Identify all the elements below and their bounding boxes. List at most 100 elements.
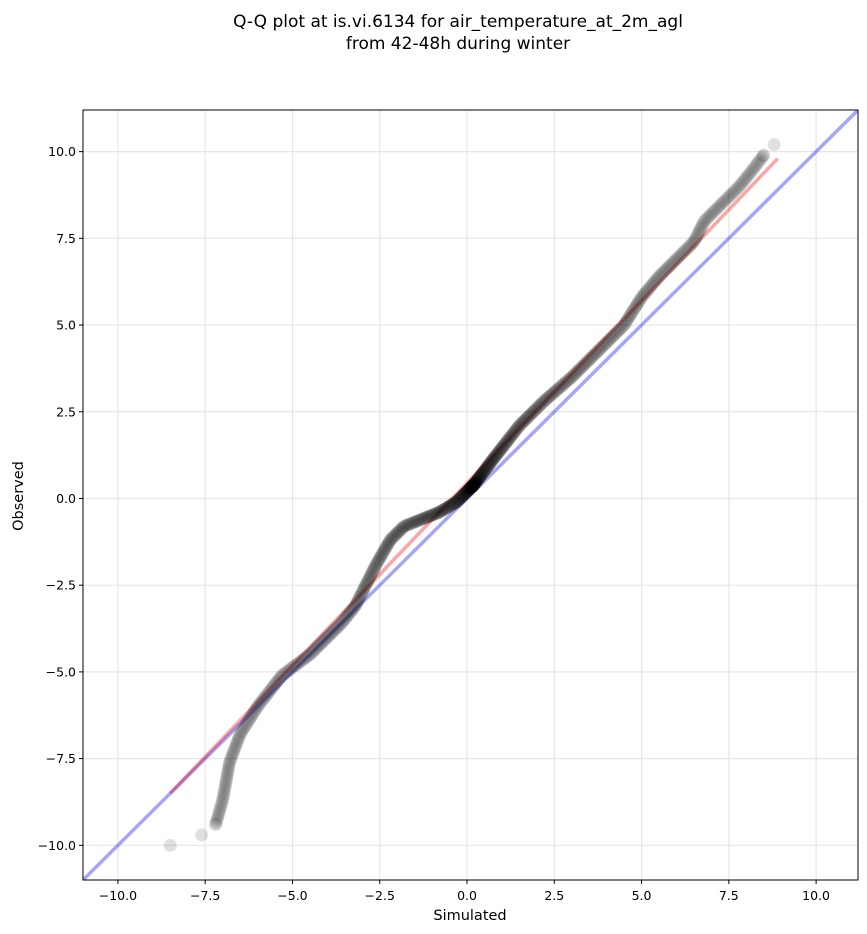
y-axis-ticks: −10.0 −7.5 −5.0 −2.5 0.0 2.5 5.0 7.5 10.0 — [38, 144, 83, 853]
qq-point-498 — [526, 405, 540, 419]
qq-point-11 — [215, 796, 229, 810]
qq-point-188 — [366, 563, 380, 577]
qq-point-649 — [674, 248, 688, 262]
qq-point-276 — [432, 505, 446, 519]
qq-point-212 — [380, 538, 394, 552]
qq-point-345 — [464, 481, 478, 495]
qq-point-354 — [465, 479, 479, 493]
qq-point-155 — [346, 602, 360, 616]
qq-point-610 — [631, 296, 645, 310]
qq-point-411 — [478, 463, 492, 477]
qq-point-562 — [585, 350, 599, 364]
qq-point-18 — [218, 783, 232, 797]
qq-point-173 — [357, 581, 371, 595]
qq-point-526 — [551, 382, 565, 396]
qq-point-702 — [736, 175, 750, 189]
qq-point-567 — [590, 345, 604, 359]
qq-point-227 — [391, 525, 405, 539]
qq-point-640 — [663, 258, 677, 272]
qq-point-203 — [375, 547, 389, 561]
y-tick-label-5: 2.5 — [56, 404, 76, 419]
grid — [83, 110, 858, 880]
qq-point-296 — [445, 497, 459, 511]
qq-point-557 — [580, 355, 594, 369]
qq-point-617 — [638, 287, 652, 301]
qq-point-214 — [381, 536, 395, 550]
qq-point-508 — [535, 397, 549, 411]
qq-point-42 — [228, 740, 242, 754]
qq-point-536 — [560, 374, 574, 388]
qq-point-342 — [463, 481, 477, 495]
qq-point-496 — [525, 406, 539, 420]
qq-point-646 — [670, 251, 684, 265]
qq-point-61 — [244, 710, 258, 724]
qq-point-323 — [458, 487, 472, 501]
qq-point-297 — [446, 497, 460, 511]
qq-point-145 — [337, 613, 351, 627]
qq-point-584 — [608, 327, 622, 341]
qq-point-149 — [340, 609, 354, 623]
qq-point-609 — [630, 297, 644, 311]
qq-point-487 — [518, 413, 532, 427]
qq-point-128 — [319, 631, 333, 645]
qq-point-448 — [494, 442, 508, 456]
qq-point-587 — [611, 324, 625, 338]
qq-point-53 — [237, 722, 251, 736]
qq-point-257 — [417, 511, 431, 525]
qq-point-162 — [351, 594, 365, 608]
qq-point-375 — [468, 477, 482, 491]
qq-point-166 — [353, 589, 367, 603]
qq-point-482 — [514, 417, 528, 431]
qq-point-66 — [249, 702, 263, 716]
qq-point-96 — [281, 664, 295, 678]
qq-point-306 — [451, 494, 465, 508]
qq-point-518 — [543, 389, 557, 403]
qq-point-488 — [519, 412, 533, 426]
qq-point-134 — [326, 625, 340, 639]
qq-point-618 — [639, 285, 653, 299]
qq-point-31 — [222, 759, 236, 773]
qq-point-576 — [599, 336, 613, 350]
qq-point-408 — [477, 465, 491, 479]
qq-point-265 — [424, 509, 438, 523]
qq-point-700 — [734, 178, 748, 192]
qq-point-593 — [617, 318, 631, 332]
qq-point-377 — [468, 476, 482, 490]
qq-point-192 — [368, 559, 382, 573]
qq-point-117 — [307, 643, 321, 657]
qq-point-600 — [623, 309, 637, 323]
qq-point-353 — [465, 479, 479, 493]
qq-point-56 — [239, 717, 253, 731]
qq-point-715 — [751, 155, 765, 169]
qq-point-138 — [330, 621, 344, 635]
qq-point-350 — [465, 480, 479, 494]
qq-point-79 — [262, 685, 276, 699]
qq-point-239 — [401, 518, 415, 532]
qq-point-624 — [645, 278, 659, 292]
qq-point-189 — [367, 562, 381, 576]
qq-point-281 — [436, 503, 450, 517]
qq-point-599 — [622, 310, 636, 324]
qq-point-478 — [512, 420, 526, 434]
qq-point-120 — [311, 640, 325, 654]
qq-point-464 — [503, 430, 517, 444]
qq-point-685 — [714, 198, 728, 212]
qq-point-414 — [479, 462, 493, 476]
qq-point-186 — [365, 566, 379, 580]
qq-point-63 — [246, 707, 260, 721]
qq-point-182 — [363, 570, 377, 584]
qq-point-425 — [483, 456, 497, 470]
qq-point-328 — [459, 485, 473, 499]
qq-point-709 — [744, 164, 758, 178]
qq-point-205 — [376, 545, 390, 559]
qq-point-659 — [686, 235, 700, 249]
qq-point-399 — [474, 469, 488, 483]
qq-point-91 — [275, 669, 289, 683]
qq-point-264 — [423, 509, 437, 523]
qq-point-424 — [483, 456, 497, 470]
qq-point-130 — [321, 629, 335, 643]
qq-point-21 — [219, 777, 233, 791]
qq-point-77 — [260, 687, 274, 701]
qq-point-505 — [532, 399, 546, 413]
qq-point-190 — [367, 561, 381, 575]
